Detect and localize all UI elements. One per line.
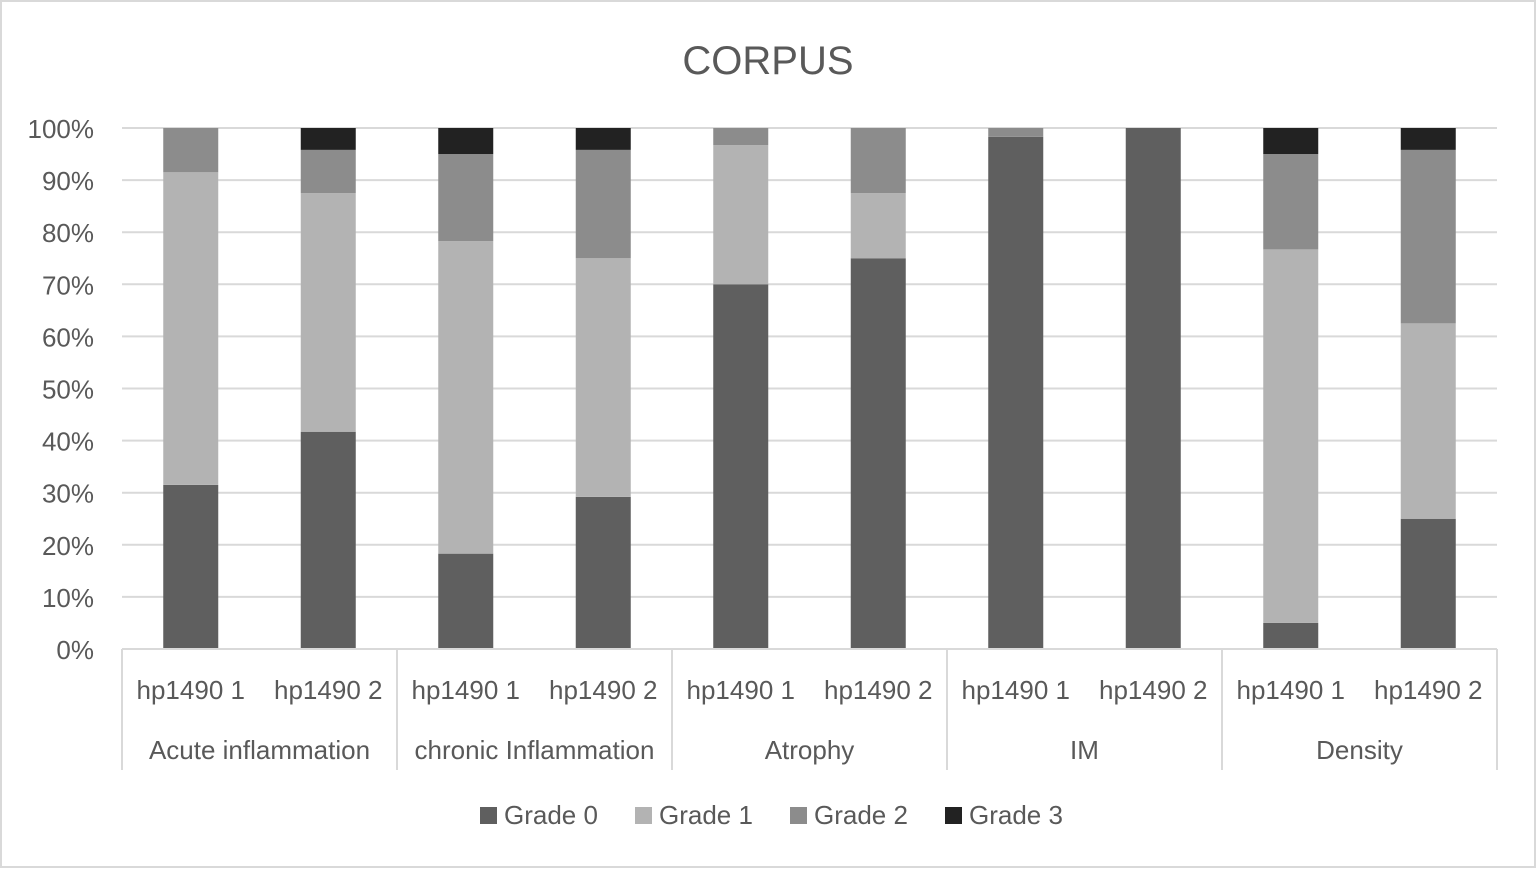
bar-segment [300, 128, 356, 150]
bar-segment [1400, 323, 1456, 519]
y-tick-label: 10% [42, 583, 94, 613]
bar-segment [1400, 149, 1456, 324]
bar-segment [1263, 128, 1319, 155]
group-label: Density [1316, 735, 1403, 765]
bar-segment [713, 284, 769, 649]
y-tick-label: 30% [42, 479, 94, 509]
group-label: Acute inflammation [149, 735, 370, 765]
x-axis: hp1490 1 hp1490 2 hp1490 1 hp1490 2 hp1490 1… [121, 648, 1498, 770]
y-tick-label: 20% [42, 531, 94, 561]
bar-segment [1400, 518, 1456, 649]
bar-segment [438, 241, 494, 554]
x-tick-label: hp1490 2 [274, 675, 382, 705]
chart-title: CORPUS [682, 39, 853, 83]
x-tick-label: hp1490 2 [824, 675, 932, 705]
y-tick-label: 60% [42, 322, 94, 352]
bar-segment [850, 128, 906, 194]
bar-segment [300, 149, 356, 194]
legend-label: Grade 1 [659, 800, 753, 830]
y-tick-label: 100% [28, 114, 95, 144]
bar-segment [1400, 128, 1456, 150]
bar-segment [575, 258, 631, 497]
bar-segment [988, 128, 1044, 137]
x-tick-label: hp1490 1 [412, 675, 520, 705]
legend-label: Grade 3 [969, 800, 1063, 830]
x-tick-label: hp1490 2 [1099, 675, 1207, 705]
y-axis: 0% 10% 20% 30% 40% 50% 60% 70% 80% 90% 100% [28, 114, 95, 665]
group-label: IM [1070, 735, 1099, 765]
bar-segment [438, 128, 494, 155]
bar-segment [713, 128, 769, 146]
bar-segment [575, 496, 631, 649]
y-tick-label: 90% [42, 166, 94, 196]
bar-segment [438, 553, 494, 649]
bar-segment [163, 172, 219, 485]
bar-segment [1125, 128, 1181, 649]
legend-swatch [790, 807, 807, 824]
bars [163, 128, 1456, 649]
bar-segment [713, 145, 769, 285]
bar-segment [163, 128, 219, 173]
legend-swatch [945, 807, 962, 824]
legend-swatch [480, 807, 497, 824]
bar-segment [300, 193, 356, 432]
bar-segment [163, 484, 219, 649]
x-tick-label: hp1490 1 [962, 675, 1070, 705]
legend-label: Grade 0 [504, 800, 598, 830]
bar-segment [988, 136, 1044, 649]
bar-segment [850, 258, 906, 649]
y-tick-label: 70% [42, 270, 94, 300]
bar-segment [1263, 249, 1319, 623]
x-tick-label: hp1490 1 [687, 675, 795, 705]
bar-segment [1263, 622, 1319, 649]
y-tick-label: 80% [42, 218, 94, 248]
legend-label: Grade 2 [814, 800, 908, 830]
x-tick-label: hp1490 1 [1237, 675, 1345, 705]
legend: Grade 0 Grade 1 Grade 2 Grade 3 [480, 800, 1063, 830]
bar-segment [575, 128, 631, 150]
bar-segment [575, 149, 631, 259]
bar-segment [1263, 154, 1319, 250]
x-tick-label: hp1490 1 [137, 675, 245, 705]
group-label: Atrophy [765, 735, 855, 765]
y-tick-label: 0% [56, 635, 94, 665]
legend-swatch [635, 807, 652, 824]
group-label: chronic Inflammation [415, 735, 655, 765]
y-tick-label: 40% [42, 427, 94, 457]
y-tick-label: 50% [42, 375, 94, 405]
x-tick-label: hp1490 2 [1374, 675, 1482, 705]
bar-segment [300, 431, 356, 649]
x-tick-label: hp1490 2 [549, 675, 657, 705]
bar-segment [850, 193, 906, 259]
bar-segment [438, 154, 494, 242]
